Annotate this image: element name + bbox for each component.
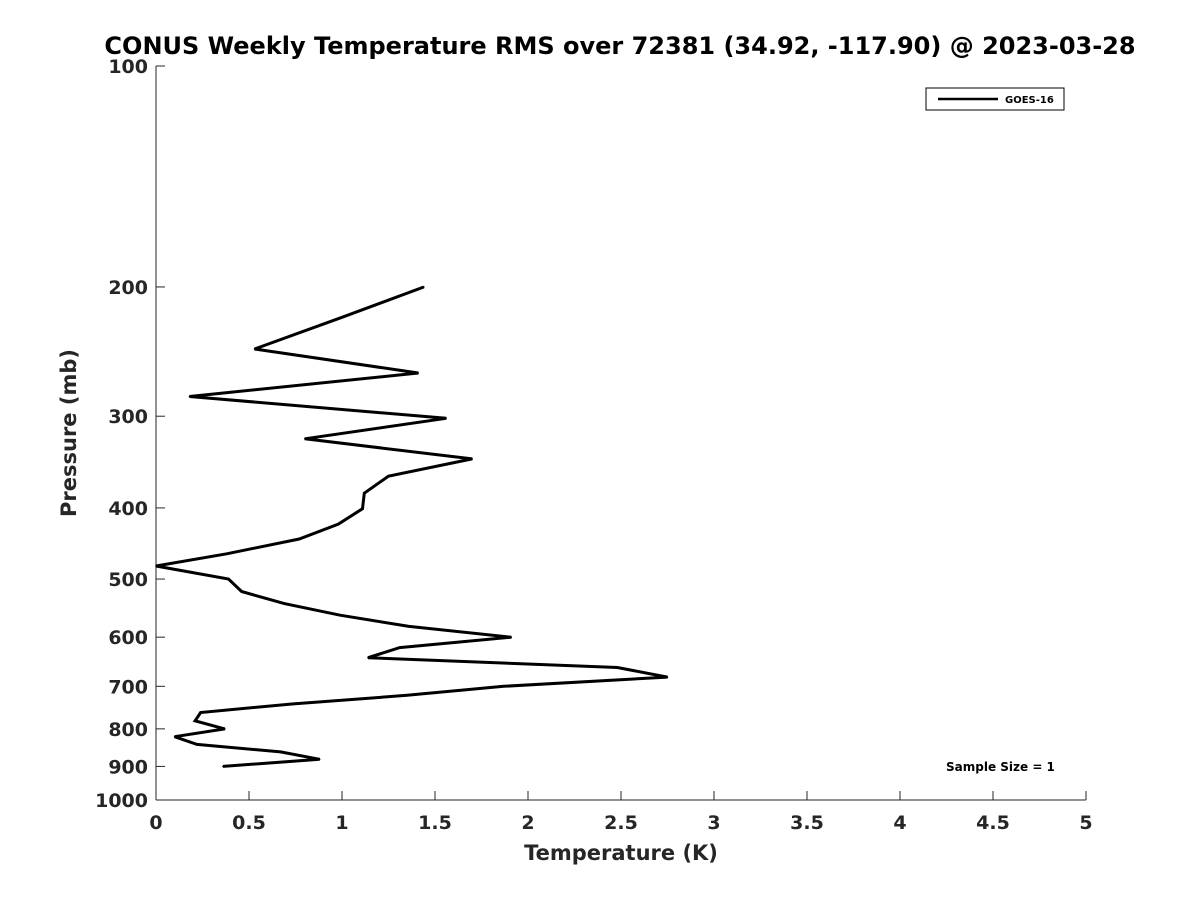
data-point — [155, 565, 157, 567]
x-tick-label: 2.5 — [604, 812, 638, 834]
y-tick-label: 1000 — [95, 790, 148, 812]
y-tick-label: 500 — [108, 569, 148, 591]
data-point — [173, 735, 176, 738]
data-point — [196, 743, 198, 746]
data-point — [423, 286, 425, 288]
data-point — [471, 458, 474, 460]
data-point — [304, 437, 306, 440]
x-tick-label: 4.5 — [976, 812, 1010, 834]
data-point — [616, 666, 619, 669]
data-point — [406, 694, 408, 697]
data-point — [279, 751, 282, 753]
data-point — [337, 523, 340, 526]
data-point — [341, 316, 343, 319]
series-line-goes-16 — [155, 285, 668, 768]
data-point — [194, 719, 196, 722]
y-tick-label: 800 — [108, 719, 148, 741]
x-tick-label: 5 — [1079, 812, 1092, 834]
data-point — [398, 646, 401, 649]
data-point — [227, 578, 230, 580]
data-point — [361, 507, 364, 510]
y-tick-label: 900 — [108, 756, 148, 778]
data-point — [408, 625, 410, 628]
chart-title: CONUS Weekly Temperature RMS over 72381 … — [104, 32, 1135, 60]
data-point — [188, 395, 191, 398]
x-tick-label: 0.5 — [232, 812, 266, 834]
data-point — [318, 758, 321, 761]
x-axis-label: Temperature (K) — [524, 841, 718, 865]
data-point — [298, 538, 301, 540]
y-tick-label: 400 — [108, 498, 148, 520]
x-tick-label: 2 — [521, 812, 534, 834]
data-point — [290, 703, 293, 705]
data-point — [387, 475, 390, 477]
data-point — [222, 765, 224, 768]
x-tick-label: 3 — [707, 812, 720, 834]
data-point — [417, 372, 420, 374]
y-tick-label: 600 — [108, 627, 148, 649]
x-tick-label: 3.5 — [790, 812, 824, 834]
x-tick-label: 0 — [149, 812, 162, 834]
data-point — [363, 492, 366, 495]
x-tick-label: 1.5 — [418, 812, 452, 834]
y-tick-label: 100 — [108, 56, 148, 78]
data-point — [510, 636, 513, 638]
legend: GOES-16 — [925, 87, 1065, 111]
series-group — [155, 285, 669, 768]
data-point — [240, 590, 243, 593]
data-point — [199, 711, 202, 714]
data-point — [224, 728, 226, 730]
data-point — [283, 602, 286, 605]
plot-axes — [155, 66, 1086, 801]
x-axis-ticks: 0 0.5 1 1.5 2 2.5 3 3.5 4 4.5 5 — [149, 791, 1093, 834]
data-point — [339, 614, 341, 616]
data-point — [503, 685, 505, 688]
data-point — [225, 553, 228, 555]
y-tick-label: 200 — [108, 277, 148, 299]
legend-label: GOES-16 — [1005, 95, 1054, 106]
x-tick-label: 1 — [335, 812, 348, 834]
y-axis-label: Pressure (mb) — [57, 349, 81, 517]
data-point — [666, 676, 669, 678]
data-point — [445, 417, 447, 420]
data-point — [253, 348, 256, 350]
x-tick-label: 4 — [893, 812, 906, 834]
data-point — [367, 656, 369, 659]
sample-size-annotation: Sample Size = 1 — [946, 760, 1055, 774]
y-axis-ticks: 100 200 300 400 500 600 700 800 900 1000 — [95, 56, 165, 812]
y-tick-label: 300 — [108, 406, 148, 428]
y-tick-label: 700 — [108, 676, 148, 698]
